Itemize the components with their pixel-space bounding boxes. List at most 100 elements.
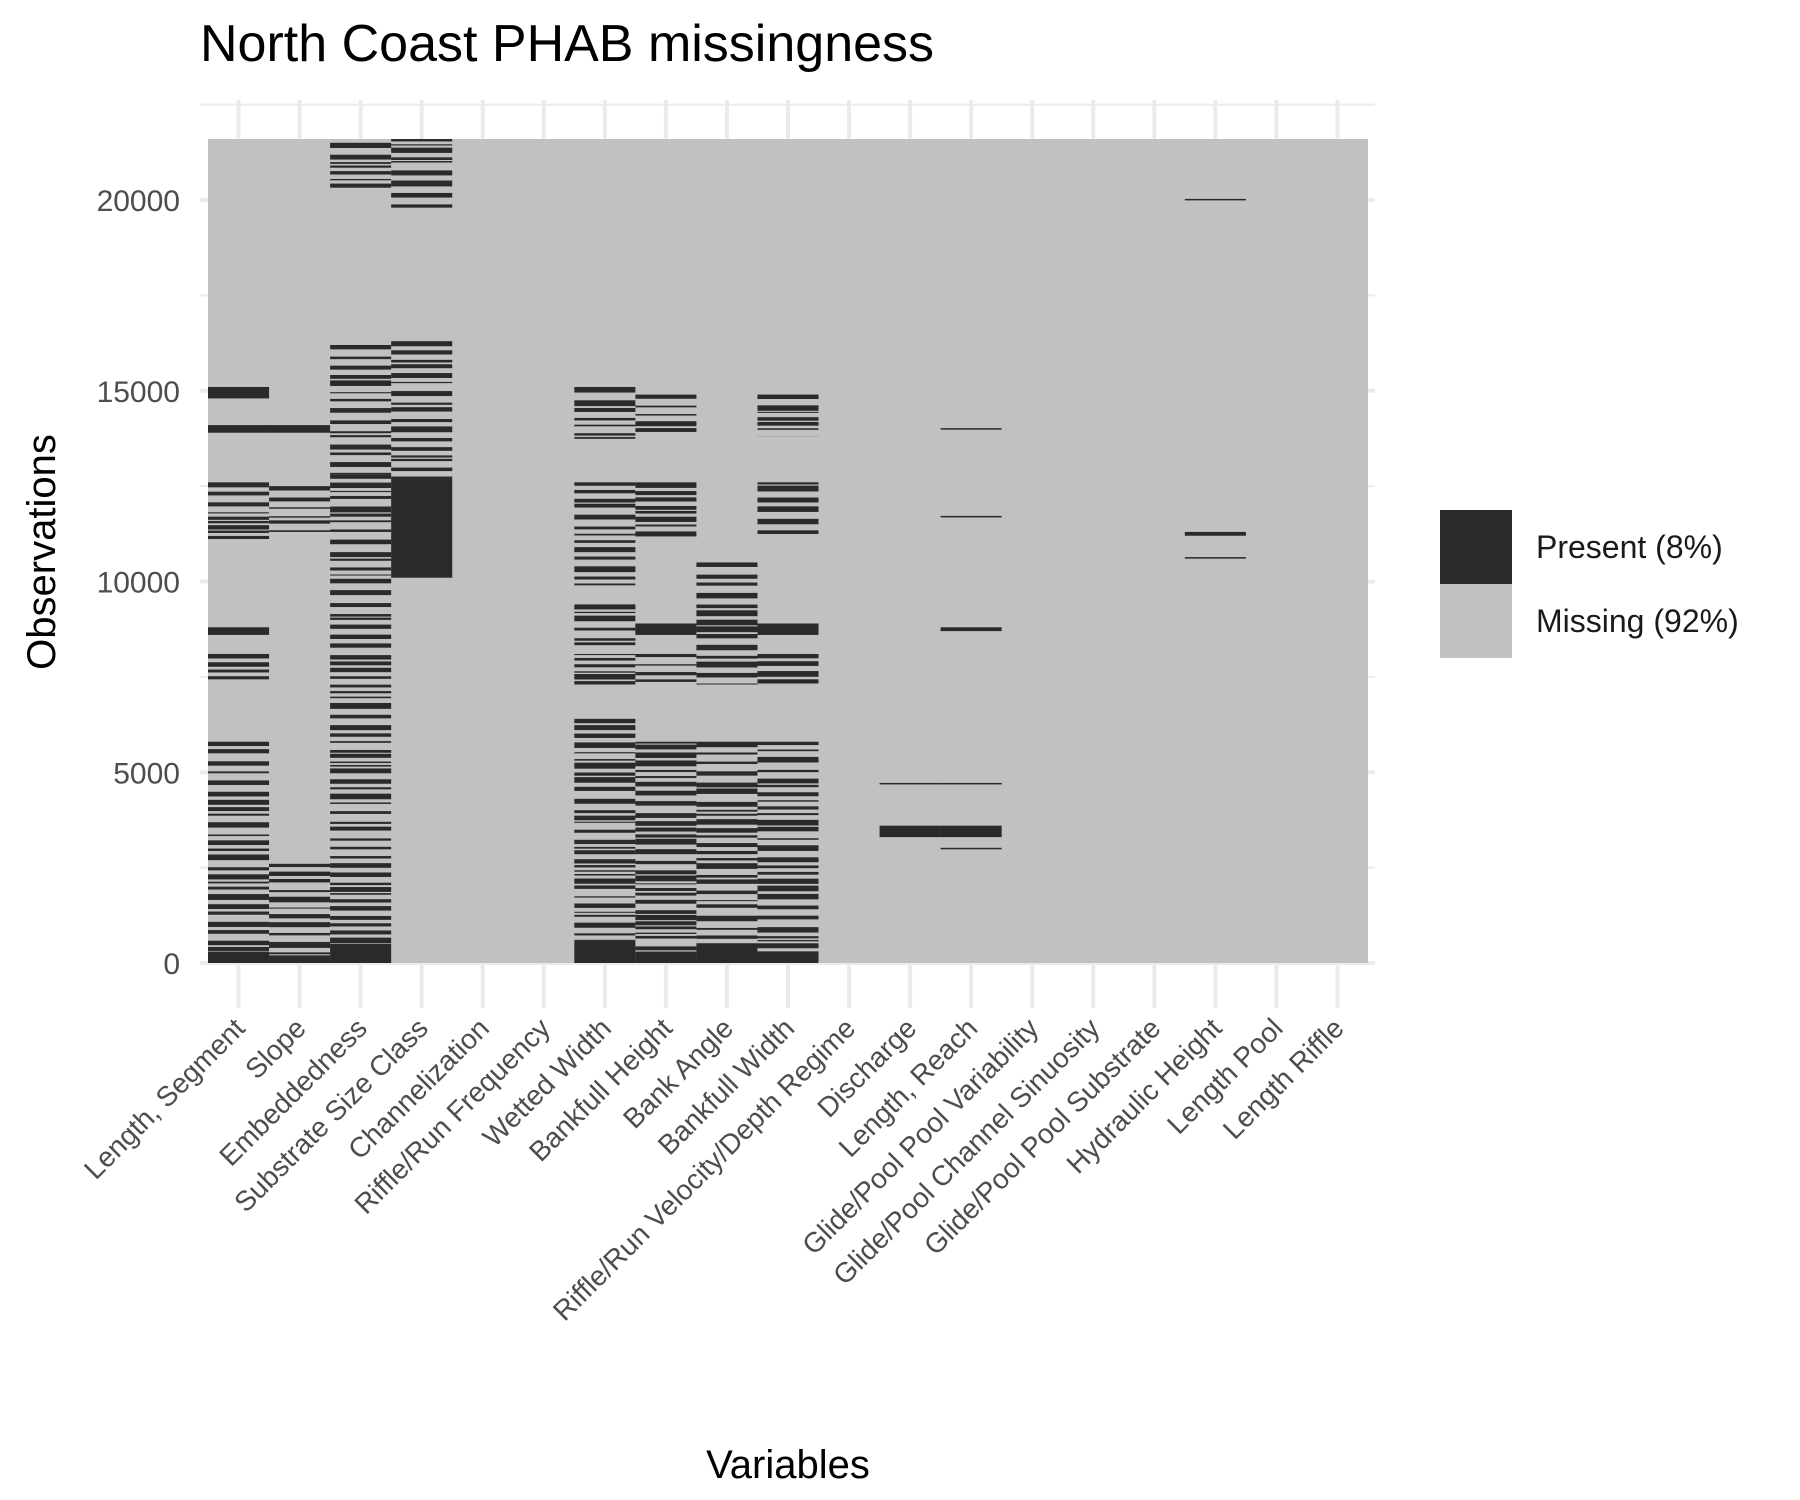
present-stripe xyxy=(330,183,392,188)
present-stripe xyxy=(757,927,819,933)
present-stripe xyxy=(696,874,758,878)
present-stripe xyxy=(635,679,697,682)
present-stripe xyxy=(330,162,392,164)
present-stripe xyxy=(574,914,636,917)
present-stripe xyxy=(574,654,636,656)
present-stripe xyxy=(574,786,636,791)
present-stripe xyxy=(208,530,270,533)
legend-present-key xyxy=(1440,510,1512,584)
present-stripe xyxy=(330,482,392,489)
present-stripe xyxy=(635,760,697,767)
present-stripe xyxy=(391,147,453,153)
present-stripe xyxy=(208,512,270,514)
present-stripe xyxy=(330,634,392,639)
present-stripe xyxy=(757,885,819,892)
present-stripe xyxy=(696,741,758,748)
present-stripe xyxy=(391,144,453,146)
present-block xyxy=(574,940,636,963)
present-stripe xyxy=(330,863,392,868)
present-stripe xyxy=(757,671,819,677)
present-stripe xyxy=(269,907,331,909)
present-stripe xyxy=(635,741,697,744)
present-stripe xyxy=(330,779,392,784)
present-stripe xyxy=(330,495,392,499)
present-stripe xyxy=(330,661,392,666)
present-stripe xyxy=(757,394,819,400)
present-stripe xyxy=(330,375,392,379)
present-stripe xyxy=(391,161,453,163)
present-stripe xyxy=(330,856,392,859)
present-stripe xyxy=(757,485,819,492)
present-stripe xyxy=(391,373,453,378)
present-stripe xyxy=(635,914,697,921)
present-block xyxy=(879,782,941,785)
present-stripe xyxy=(208,502,270,507)
present-stripe xyxy=(208,930,270,934)
present-stripe xyxy=(330,472,392,475)
present-stripe xyxy=(696,850,758,855)
present-block xyxy=(208,627,270,635)
present-stripe xyxy=(635,899,697,904)
present-stripe xyxy=(330,899,392,903)
present-stripe xyxy=(574,759,636,761)
present-stripe xyxy=(574,873,636,876)
present-stripe xyxy=(757,826,819,832)
present-stripe xyxy=(330,676,392,679)
present-stripe xyxy=(574,878,636,884)
present-stripe xyxy=(208,771,270,774)
present-stripe xyxy=(757,800,819,802)
present-stripe xyxy=(208,911,270,915)
present-stripe xyxy=(757,871,819,875)
present-stripe xyxy=(635,776,697,779)
present-stripe xyxy=(574,846,636,849)
y-tick-label: 5000 xyxy=(113,757,180,790)
present-stripe xyxy=(208,881,270,884)
present-stripe xyxy=(269,932,331,936)
present-stripe xyxy=(330,398,392,402)
present-block xyxy=(940,428,1002,430)
present-stripe xyxy=(330,552,392,558)
present-stripe xyxy=(757,845,819,851)
present-stripe xyxy=(330,345,392,350)
y-tick-label: 20000 xyxy=(97,185,180,218)
present-stripe xyxy=(757,661,819,666)
present-stripe xyxy=(757,915,819,920)
present-stripe xyxy=(391,139,453,142)
present-stripe xyxy=(330,893,392,895)
present-stripe xyxy=(208,848,270,851)
present-stripe xyxy=(574,556,636,560)
present-stripe xyxy=(574,627,636,631)
present-stripe xyxy=(330,643,392,648)
present-block xyxy=(391,478,453,578)
present-stripe xyxy=(391,204,453,208)
present-stripe xyxy=(696,879,758,884)
present-stripe xyxy=(330,558,392,561)
present-stripe xyxy=(757,411,819,413)
present-stripe xyxy=(208,854,270,861)
present-stripe xyxy=(574,821,636,823)
present-stripe xyxy=(208,834,270,837)
present-stripe xyxy=(574,681,636,685)
present-stripe xyxy=(757,506,819,512)
present-stripe xyxy=(635,790,697,796)
present-stripe xyxy=(757,905,819,910)
present-stripe xyxy=(208,904,270,909)
present-stripe xyxy=(269,890,331,893)
present-stripe xyxy=(269,486,331,491)
present-stripe xyxy=(330,725,392,731)
present-stripe xyxy=(391,381,453,384)
present-stripe xyxy=(574,933,636,936)
x-axis-title: Variables xyxy=(706,1443,870,1487)
present-stripe xyxy=(330,590,392,596)
present-stripe xyxy=(208,894,270,900)
present-stripe xyxy=(330,696,392,699)
present-stripe xyxy=(635,491,697,496)
present-stripe xyxy=(635,510,697,514)
present-stripe xyxy=(757,405,819,411)
present-stripe xyxy=(635,414,697,416)
present-stripe xyxy=(635,821,697,826)
present-stripe xyxy=(635,946,697,951)
present-stripe xyxy=(635,910,697,914)
chart-title: North Coast PHAB missingness xyxy=(200,15,935,73)
present-stripe xyxy=(757,936,819,939)
